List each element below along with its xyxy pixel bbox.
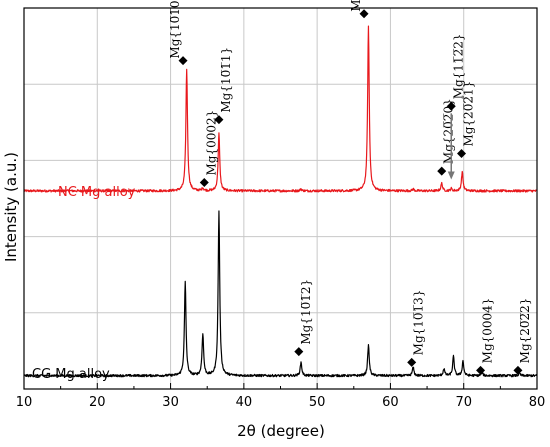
x-tick-label: 40 <box>236 395 253 410</box>
peak-label: Mg{20̅2̅0} <box>442 98 456 164</box>
peak-marker <box>178 56 188 66</box>
x-axis-ticks: 10 20 30 40 50 60 70 80 <box>16 383 546 410</box>
peak-label: Mg{20̅2̅1} <box>462 81 476 147</box>
peak-label: Mg{10̅1̅1} <box>219 47 233 113</box>
x-tick-label: 30 <box>162 395 179 410</box>
peak-marker <box>294 347 304 357</box>
series-label-cg: CG Mg alloy <box>32 367 110 382</box>
peak-label: Mg{10̅1̅0} <box>168 0 182 59</box>
x-tick-label: 20 <box>89 395 106 410</box>
x-tick-label: 50 <box>309 395 326 410</box>
x-tick-label: 70 <box>455 395 472 410</box>
x-tick-label: 10 <box>16 395 33 410</box>
peak-marker <box>446 101 456 111</box>
peak-marker <box>513 365 523 375</box>
x-tick-label: 80 <box>529 395 546 410</box>
peak-label: Mg{10̅1̅3} <box>412 290 426 356</box>
grid <box>23 8 538 389</box>
peak-label: Mg{10̅1̅2} <box>299 279 313 345</box>
peak-marker <box>214 115 224 125</box>
x-tick-label: 60 <box>382 395 399 410</box>
peak-label: Mg{11̅2̅2} <box>451 34 465 100</box>
peak-marker <box>437 166 447 176</box>
peak-marker <box>359 9 369 19</box>
peak-label: Mg{20̅2̅2} <box>518 298 532 364</box>
series-line-nc <box>23 25 538 193</box>
peak-label: Mg{11̅2̅0} <box>349 0 363 12</box>
y-axis-title: Intensity (a.u.) <box>2 152 20 262</box>
x-axis-title: 2θ (degree) <box>237 422 325 440</box>
peak-label: Mg{0004} <box>481 298 495 364</box>
peak-marker <box>407 357 417 367</box>
peak-arrow-head <box>447 171 455 180</box>
series-label-nc: NC Mg alloy <box>58 185 136 200</box>
peak-marker <box>457 149 467 159</box>
peak-label: Mg{0002} <box>204 110 218 176</box>
series-line-cg <box>23 210 538 378</box>
peak-annotations: Mg{10̅1̅0} Mg{0002}Mg{10̅1̅1} Mg{11̅2̅0} Mg… <box>168 0 532 375</box>
peak-marker <box>476 365 486 375</box>
peak-marker <box>199 177 209 187</box>
curves <box>23 25 538 378</box>
